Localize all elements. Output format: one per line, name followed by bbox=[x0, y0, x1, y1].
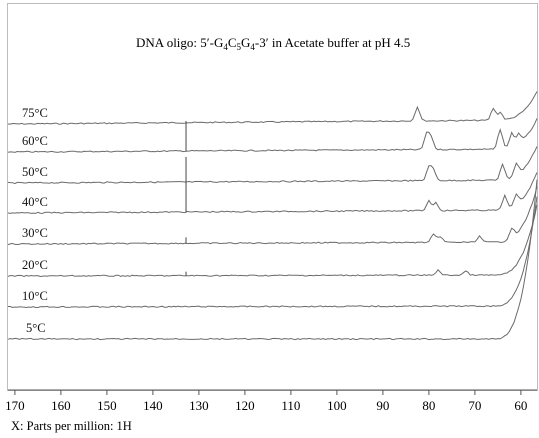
chart-title: DNA oligo: 5′-G4C5G4-3′ in Acetate buffe… bbox=[136, 35, 410, 52]
x-tick-label: 110 bbox=[281, 398, 300, 413]
x-tick-label: 170 bbox=[5, 398, 25, 413]
series-label: 5°C bbox=[26, 321, 46, 335]
series-line bbox=[7, 172, 538, 214]
series-label: 75°C bbox=[22, 106, 48, 120]
series-line bbox=[7, 204, 538, 278]
series-label: 20°C bbox=[22, 258, 48, 272]
series-line bbox=[8, 196, 538, 309]
series-line bbox=[7, 186, 538, 246]
series-label: 60°C bbox=[22, 134, 48, 148]
series-label: 10°C bbox=[22, 289, 48, 303]
series-line bbox=[7, 91, 538, 125]
x-axis-title: X: Parts per million: 1H bbox=[11, 419, 132, 433]
x-tick-label: 100 bbox=[327, 398, 347, 413]
series-line bbox=[7, 179, 538, 341]
series-labels: 75°C 60°C 50°C 40°C 30°C 20°C 10°C 5°C bbox=[22, 106, 48, 335]
x-tick-label: 80 bbox=[422, 398, 435, 413]
x-tick-label: 160 bbox=[51, 398, 71, 413]
x-tick-label: 90 bbox=[376, 398, 389, 413]
series-label: 40°C bbox=[22, 195, 48, 209]
x-tick-label: 60 bbox=[514, 398, 527, 413]
x-tick-label: 70 bbox=[468, 398, 481, 413]
x-tick-label: 140 bbox=[143, 398, 163, 413]
series-line bbox=[7, 146, 538, 185]
x-tick-label: 150 bbox=[97, 398, 117, 413]
series-label: 30°C bbox=[22, 226, 48, 240]
series-label: 50°C bbox=[22, 165, 48, 179]
x-axis-ticks: 170 160 150 140 130 120 110 100 90 80 70 60 bbox=[5, 390, 527, 413]
series-group bbox=[7, 91, 538, 341]
x-tick-label: 130 bbox=[189, 398, 209, 413]
x-tick-label: 120 bbox=[235, 398, 255, 413]
series-line bbox=[7, 118, 538, 153]
